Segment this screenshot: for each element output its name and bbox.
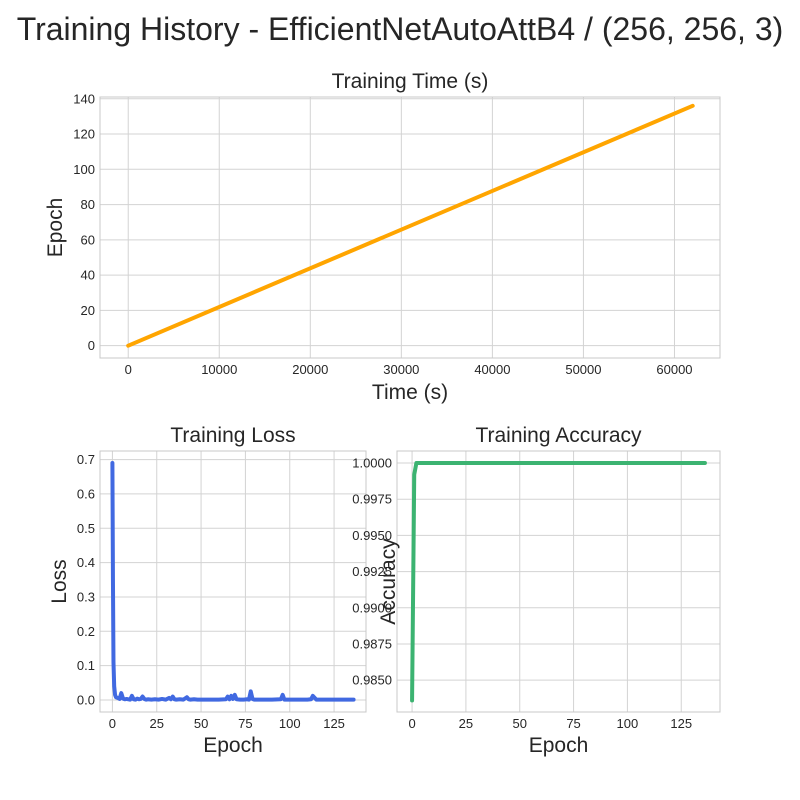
loss-x-axis-label: Epoch <box>203 734 263 757</box>
loss-y-tick-label: 0.3 <box>77 589 95 604</box>
time-y-tick-label: 60 <box>81 232 95 247</box>
acc-x-tick-label: 75 <box>566 716 580 731</box>
acc-y-tick-label: 1.0000 <box>352 456 392 471</box>
acc-x-tick-label: 125 <box>670 716 692 731</box>
training-accuracy-chart: 0 25 50 75 100 125 0.9850 0.9875 0.9900 0.9925 0.9… <box>352 424 721 757</box>
loss-y-tick-label: 0.4 <box>77 555 95 570</box>
acc-plot-area <box>396 450 721 713</box>
loss-y-tick-label: 0.2 <box>77 624 95 639</box>
time-y-tick-label: 20 <box>81 303 95 318</box>
time-x-tick-label: 10000 <box>201 362 237 377</box>
acc-axes-frame <box>396 450 721 713</box>
time-axes-frame <box>99 96 721 359</box>
loss-chart-title: Training Loss <box>170 424 295 447</box>
acc-y-tick-label: 0.9950 <box>352 528 392 543</box>
loss-series-line <box>110 461 356 702</box>
time-x-axis-label: Time (s) <box>372 381 448 404</box>
loss-axes-frame <box>99 450 367 713</box>
acc-chart-title: Training Accuracy <box>475 424 642 447</box>
acc-series-line <box>410 461 707 703</box>
acc-x-axis-label: Epoch <box>529 734 589 757</box>
training-loss-chart: 0 25 50 75 100 125 0.0 0.1 0.2 0.3 0.4 0.5 0.6 0.7 Tra… <box>48 424 367 757</box>
loss-x-tick-label: 75 <box>238 716 252 731</box>
time-series-line <box>126 103 695 348</box>
loss-y-tick-label: 0.7 <box>77 452 95 467</box>
figure-title: Training History - EfficientNetAutoAttB4… <box>17 11 784 47</box>
loss-x-tick-label: 0 <box>109 716 116 731</box>
time-chart-title: Training Time (s) <box>332 70 489 93</box>
loss-y-tick-label: 0.6 <box>77 486 95 501</box>
acc-y-tick-label: 0.9850 <box>352 673 392 688</box>
time-y-tick-label: 80 <box>81 197 95 212</box>
training-time-chart: 0 10000 20000 30000 40000 50000 60000 0 20 40 60 80… <box>44 70 721 404</box>
time-y-tick-label: 0 <box>88 338 95 353</box>
acc-y-tick-label: 0.9875 <box>352 636 392 651</box>
loss-y-tick-label: 0.0 <box>77 692 95 707</box>
acc-y-axis-label: Accuracy <box>377 538 400 625</box>
loss-x-tick-label: 50 <box>194 716 208 731</box>
loss-x-tick-label: 100 <box>279 716 301 731</box>
time-y-tick-label: 40 <box>81 268 95 283</box>
time-x-tick-label: 20000 <box>292 362 328 377</box>
acc-x-tick-label: 50 <box>513 716 527 731</box>
time-x-tick-label: 30000 <box>383 362 419 377</box>
time-y-tick-label: 100 <box>73 162 95 177</box>
time-x-tick-label: 60000 <box>656 362 692 377</box>
loss-x-tick-label: 125 <box>323 716 345 731</box>
acc-x-tick-label: 100 <box>617 716 639 731</box>
acc-y-tick-label: 0.9900 <box>352 600 392 615</box>
loss-plot-area <box>99 450 367 713</box>
loss-x-tick-label: 25 <box>150 716 164 731</box>
time-x-tick-label: 50000 <box>565 362 601 377</box>
acc-x-tick-label: 25 <box>459 716 473 731</box>
time-y-axis-label: Epoch <box>44 198 67 258</box>
time-y-tick-label: 140 <box>73 91 95 106</box>
time-y-tick-label: 120 <box>73 127 95 142</box>
loss-y-tick-label: 0.1 <box>77 658 95 673</box>
loss-y-axis-label: Loss <box>48 559 71 603</box>
acc-y-tick-label: 0.9925 <box>352 564 392 579</box>
time-x-tick-label: 40000 <box>474 362 510 377</box>
acc-y-tick-label: 0.9975 <box>352 492 392 507</box>
time-x-tick-label: 0 <box>125 362 132 377</box>
loss-y-tick-label: 0.5 <box>77 521 95 536</box>
acc-x-tick-label: 0 <box>408 716 415 731</box>
